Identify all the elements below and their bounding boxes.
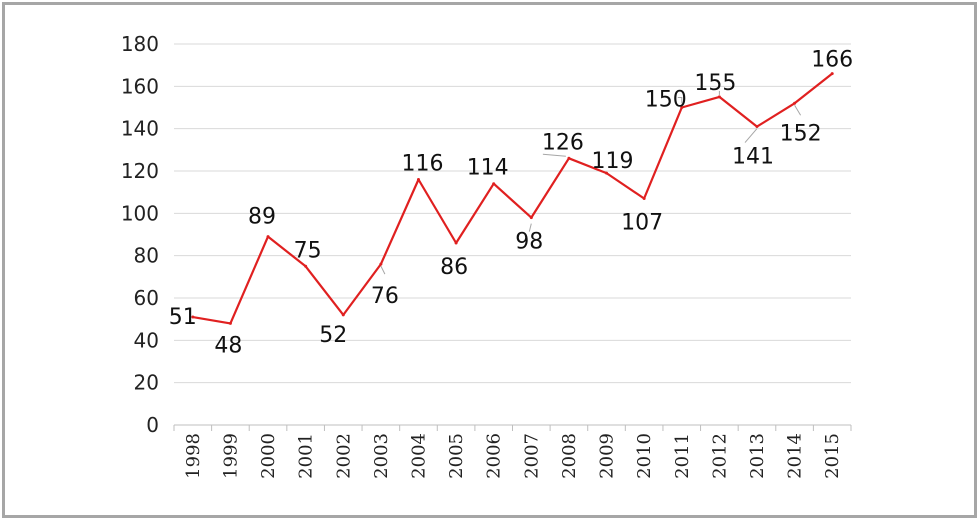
x-tick-label-2011: 2011 — [672, 433, 693, 479]
data-point-2007 — [529, 216, 533, 220]
data-label-2014: 152 — [780, 121, 822, 146]
data-point-2003 — [379, 262, 383, 266]
series-line — [192, 72, 833, 325]
x-tick-label-2005: 2005 — [446, 433, 467, 479]
data-label-2010: 107 — [621, 211, 663, 236]
data-label-leader-2008 — [542, 153, 566, 157]
x-tick-label-2006: 2006 — [484, 433, 505, 479]
data-label-2001: 75 — [294, 238, 322, 263]
data-point-2002 — [341, 313, 345, 317]
x-tick-label-2000: 2000 — [258, 433, 279, 479]
x-tick-label-1998: 1998 — [183, 433, 204, 479]
data-label-2000: 89 — [248, 205, 276, 230]
data-point-2009 — [605, 171, 609, 175]
data-point-1999 — [228, 321, 232, 325]
data-label-2007: 98 — [515, 230, 543, 255]
data-point-2006 — [492, 182, 496, 186]
data-point-2015 — [830, 72, 834, 76]
x-tick-label-2015: 2015 — [822, 433, 843, 479]
data-label-2008: 126 — [542, 130, 584, 155]
data-point-2013 — [755, 125, 759, 129]
data-label-1999: 48 — [214, 333, 242, 358]
y-tick-label-40: 40 — [134, 328, 159, 352]
x-tick-label-1999: 1999 — [220, 433, 241, 479]
y-tick-label-0: 0 — [146, 413, 159, 437]
data-label-2013: 141 — [732, 145, 774, 170]
x-tick-label-2002: 2002 — [333, 433, 354, 479]
data-label-2011: 150 — [645, 88, 687, 113]
x-tick-label-2001: 2001 — [296, 433, 317, 479]
y-tick-label-160: 160 — [121, 74, 159, 98]
data-point-2004 — [416, 177, 420, 181]
x-tick-label-2007: 2007 — [521, 433, 542, 479]
x-tick-label-2010: 2010 — [634, 433, 655, 479]
y-tick-label-180: 180 — [121, 32, 159, 56]
x-tick-label-2008: 2008 — [559, 433, 580, 479]
data-point-2014 — [793, 101, 797, 105]
data-label-2006: 114 — [467, 156, 509, 181]
data-label-leader-2014 — [794, 105, 802, 116]
x-tick-label-2004: 2004 — [408, 433, 429, 479]
data-point-2005 — [454, 241, 458, 245]
y-tick-label-100: 100 — [121, 201, 159, 225]
data-point-1998 — [191, 315, 195, 319]
data-point-2012 — [717, 95, 721, 99]
y-tick-label-80: 80 — [134, 244, 159, 268]
data-label-2002: 52 — [319, 323, 347, 348]
data-label-2009: 119 — [592, 149, 634, 174]
data-label-2004: 116 — [401, 151, 443, 176]
data-point-2001 — [304, 264, 308, 268]
y-tick-label-140: 140 — [121, 117, 159, 141]
x-tick-label-2012: 2012 — [709, 433, 730, 479]
x-tick-label-2009: 2009 — [597, 433, 618, 479]
y-tick-label-60: 60 — [134, 286, 159, 310]
data-label-2012: 155 — [694, 71, 736, 96]
y-tick-label-20: 20 — [134, 371, 159, 395]
y-tick-label-120: 120 — [121, 159, 159, 183]
x-tick-label-2013: 2013 — [747, 433, 768, 479]
data-label-leader-2003 — [380, 265, 386, 275]
data-point-2011 — [680, 106, 684, 109]
data-label-leader-2011 — [677, 97, 683, 104]
data-label-2005: 86 — [440, 255, 468, 280]
x-tick-label-2014: 2014 — [785, 433, 806, 479]
data-label-1998: 51 — [169, 305, 197, 330]
data-label-2003: 76 — [371, 284, 399, 309]
x-tick-label-2003: 2003 — [371, 433, 392, 479]
data-label-2015: 166 — [811, 48, 853, 73]
data-point-2010 — [642, 197, 646, 201]
data-point-2008 — [567, 156, 571, 160]
data-point-2000 — [266, 235, 270, 239]
data-label-leader-2007 — [528, 223, 532, 232]
data-label-leader-2013 — [744, 128, 758, 143]
